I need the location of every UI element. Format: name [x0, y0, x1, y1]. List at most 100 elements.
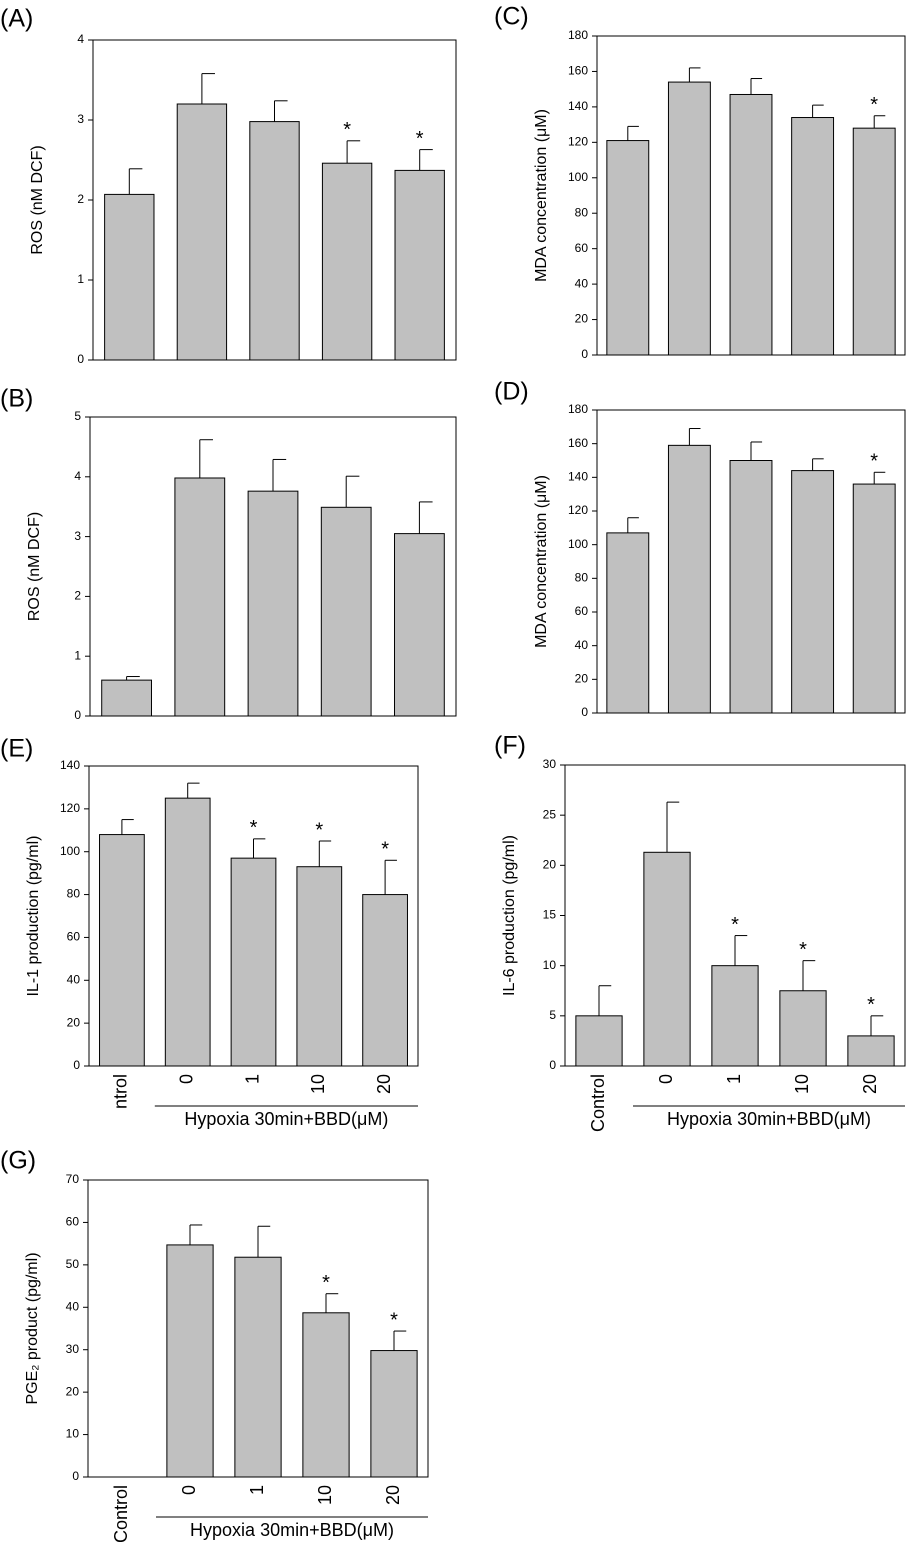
plot-frame	[88, 765, 419, 1067]
y-tick-label: 30	[66, 1342, 80, 1356]
significance-mark: *	[343, 119, 351, 141]
x-tick-label: Control	[111, 1485, 131, 1542]
y-tick-label: 20	[575, 672, 589, 686]
x-tick-label: 1	[242, 1074, 262, 1084]
plot-frame	[596, 409, 906, 714]
y-tick-label: 120	[568, 135, 588, 149]
bar	[166, 1244, 214, 1478]
x-tick-label: 1	[724, 1074, 744, 1084]
y-tick-label: 5	[74, 409, 81, 423]
y-tick-label: 2	[77, 192, 84, 206]
panel-label: (C)	[494, 3, 529, 31]
plot-frame	[89, 416, 457, 717]
y-tick-label: 80	[67, 887, 81, 901]
bar	[249, 121, 300, 361]
bar	[296, 866, 343, 1067]
x-tick-label: 10	[315, 1485, 335, 1505]
group-label: Hypoxia 30min+BBD(μM)	[190, 1520, 394, 1540]
x-tick-label: 0	[656, 1074, 676, 1084]
y-tick-label: 60	[575, 241, 589, 255]
y-tick-label: 3	[74, 529, 81, 543]
y-tick-label: 140	[60, 758, 80, 772]
x-tick-label: Control	[588, 1074, 608, 1132]
y-axis-label: IL-6 production (pg/ml)	[501, 835, 518, 996]
bar	[606, 532, 650, 714]
bar	[643, 851, 691, 1067]
bar	[667, 444, 711, 714]
y-tick-label: 40	[575, 276, 589, 290]
significance-mark: *	[381, 839, 389, 861]
y-tick-label: 20	[543, 858, 557, 872]
bar	[729, 93, 773, 356]
bar	[711, 965, 759, 1067]
y-tick-label: 4	[74, 469, 81, 483]
bar	[779, 990, 827, 1067]
y-tick-label: 25	[543, 807, 557, 821]
panel-label: (B)	[0, 385, 33, 413]
bar	[729, 460, 773, 714]
x-tick-label: 20	[860, 1074, 880, 1094]
bar	[247, 490, 299, 717]
plot-frame	[92, 39, 457, 361]
bar	[791, 470, 835, 714]
bar	[101, 679, 152, 717]
bar	[321, 162, 373, 361]
plot-frame	[564, 764, 906, 1067]
y-tick-label: 70	[66, 1172, 80, 1186]
y-tick-label: 0	[549, 1058, 556, 1072]
y-tick-label: 120	[568, 503, 588, 517]
significance-mark: *	[390, 1309, 398, 1331]
plot-frame	[87, 1179, 429, 1478]
y-tick-label: 0	[581, 347, 588, 361]
y-tick-label: 50	[66, 1257, 80, 1271]
significance-mark: *	[416, 128, 424, 150]
x-tick-label: 0	[176, 1074, 196, 1084]
bar	[302, 1312, 350, 1478]
significance-mark: *	[867, 994, 875, 1016]
y-tick-label: 15	[543, 908, 557, 922]
y-axis-label: MDA concentration (μM)	[533, 475, 550, 648]
y-tick-label: 10	[543, 958, 557, 972]
y-tick-label: 100	[60, 844, 80, 858]
y-tick-label: 1	[77, 272, 84, 286]
bar	[575, 1015, 623, 1067]
y-tick-label: 60	[575, 604, 589, 618]
significance-mark: *	[315, 819, 323, 841]
y-axis-label: PGE₂ product (pg/ml)	[24, 1252, 41, 1404]
bar	[104, 193, 155, 361]
y-axis-label: IL-1 production (pg/ml)	[25, 836, 42, 997]
y-tick-label: 160	[568, 436, 588, 450]
x-tick-label: 20	[383, 1485, 403, 1505]
y-tick-label: 80	[575, 571, 589, 585]
x-tick-label: 10	[792, 1074, 812, 1094]
bar	[164, 797, 211, 1067]
bar	[791, 117, 835, 356]
y-tick-label: 160	[568, 64, 588, 78]
y-tick-label: 120	[60, 801, 80, 815]
y-tick-label: 0	[73, 1058, 80, 1072]
bar	[174, 477, 226, 717]
bar	[176, 103, 228, 361]
y-tick-label: 0	[581, 705, 588, 719]
y-tick-label: 10	[66, 1427, 80, 1441]
y-tick-label: 20	[67, 1015, 81, 1029]
bar	[852, 483, 896, 714]
y-tick-label: 0	[74, 708, 81, 722]
y-axis-label: ROS (nM DCF)	[26, 512, 43, 621]
y-tick-label: 30	[543, 757, 557, 771]
y-tick-label: 1	[74, 648, 81, 662]
y-tick-label: 20	[66, 1384, 80, 1398]
y-tick-label: 180	[568, 28, 588, 42]
y-tick-label: 80	[575, 205, 589, 219]
x-tick-label: 0	[179, 1485, 199, 1495]
y-tick-label: 100	[568, 170, 588, 184]
bar	[230, 857, 277, 1067]
group-label: Hypoxia 30min+BBD(μM)	[184, 1109, 388, 1129]
significance-mark: *	[731, 914, 739, 936]
y-tick-label: 5	[549, 1008, 556, 1022]
x-tick-label: 20	[374, 1074, 394, 1094]
panel-label: (E)	[0, 735, 33, 763]
y-tick-label: 140	[568, 470, 588, 484]
bar	[606, 140, 650, 356]
significance-mark: *	[870, 451, 878, 473]
